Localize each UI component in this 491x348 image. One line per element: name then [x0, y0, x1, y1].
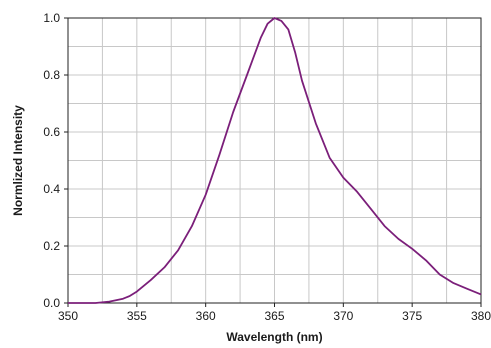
y-tick-label: 1.0: [43, 11, 60, 25]
y-axis-ticks: 0.0 0.2 0.4 0.6 0.8 1.0: [43, 11, 68, 310]
series-group: [68, 17, 482, 304]
y-tick-label: 0.6: [43, 125, 60, 139]
x-tick-label: 375: [402, 309, 422, 323]
x-tick-label: 355: [127, 309, 147, 323]
y-tick-label: 0.4: [43, 182, 60, 196]
y-tick-label: 0.8: [43, 68, 60, 82]
x-axis-label: Wavelength (nm): [226, 330, 322, 344]
y-axis-label: Normlized Intensity: [11, 105, 25, 216]
series-line: [68, 17, 482, 304]
y-tick-label: 0.0: [43, 296, 60, 310]
x-tick-label: 360: [196, 309, 216, 323]
x-tick-label: 350: [58, 309, 78, 323]
grid: [68, 17, 481, 303]
x-tick-label: 380: [471, 309, 491, 323]
y-tick-label: 0.2: [43, 239, 60, 253]
x-tick-label: 370: [333, 309, 353, 323]
x-tick-label: 365: [264, 309, 284, 323]
x-axis-ticks: 350 355 360 365 370 375 380: [58, 303, 491, 323]
